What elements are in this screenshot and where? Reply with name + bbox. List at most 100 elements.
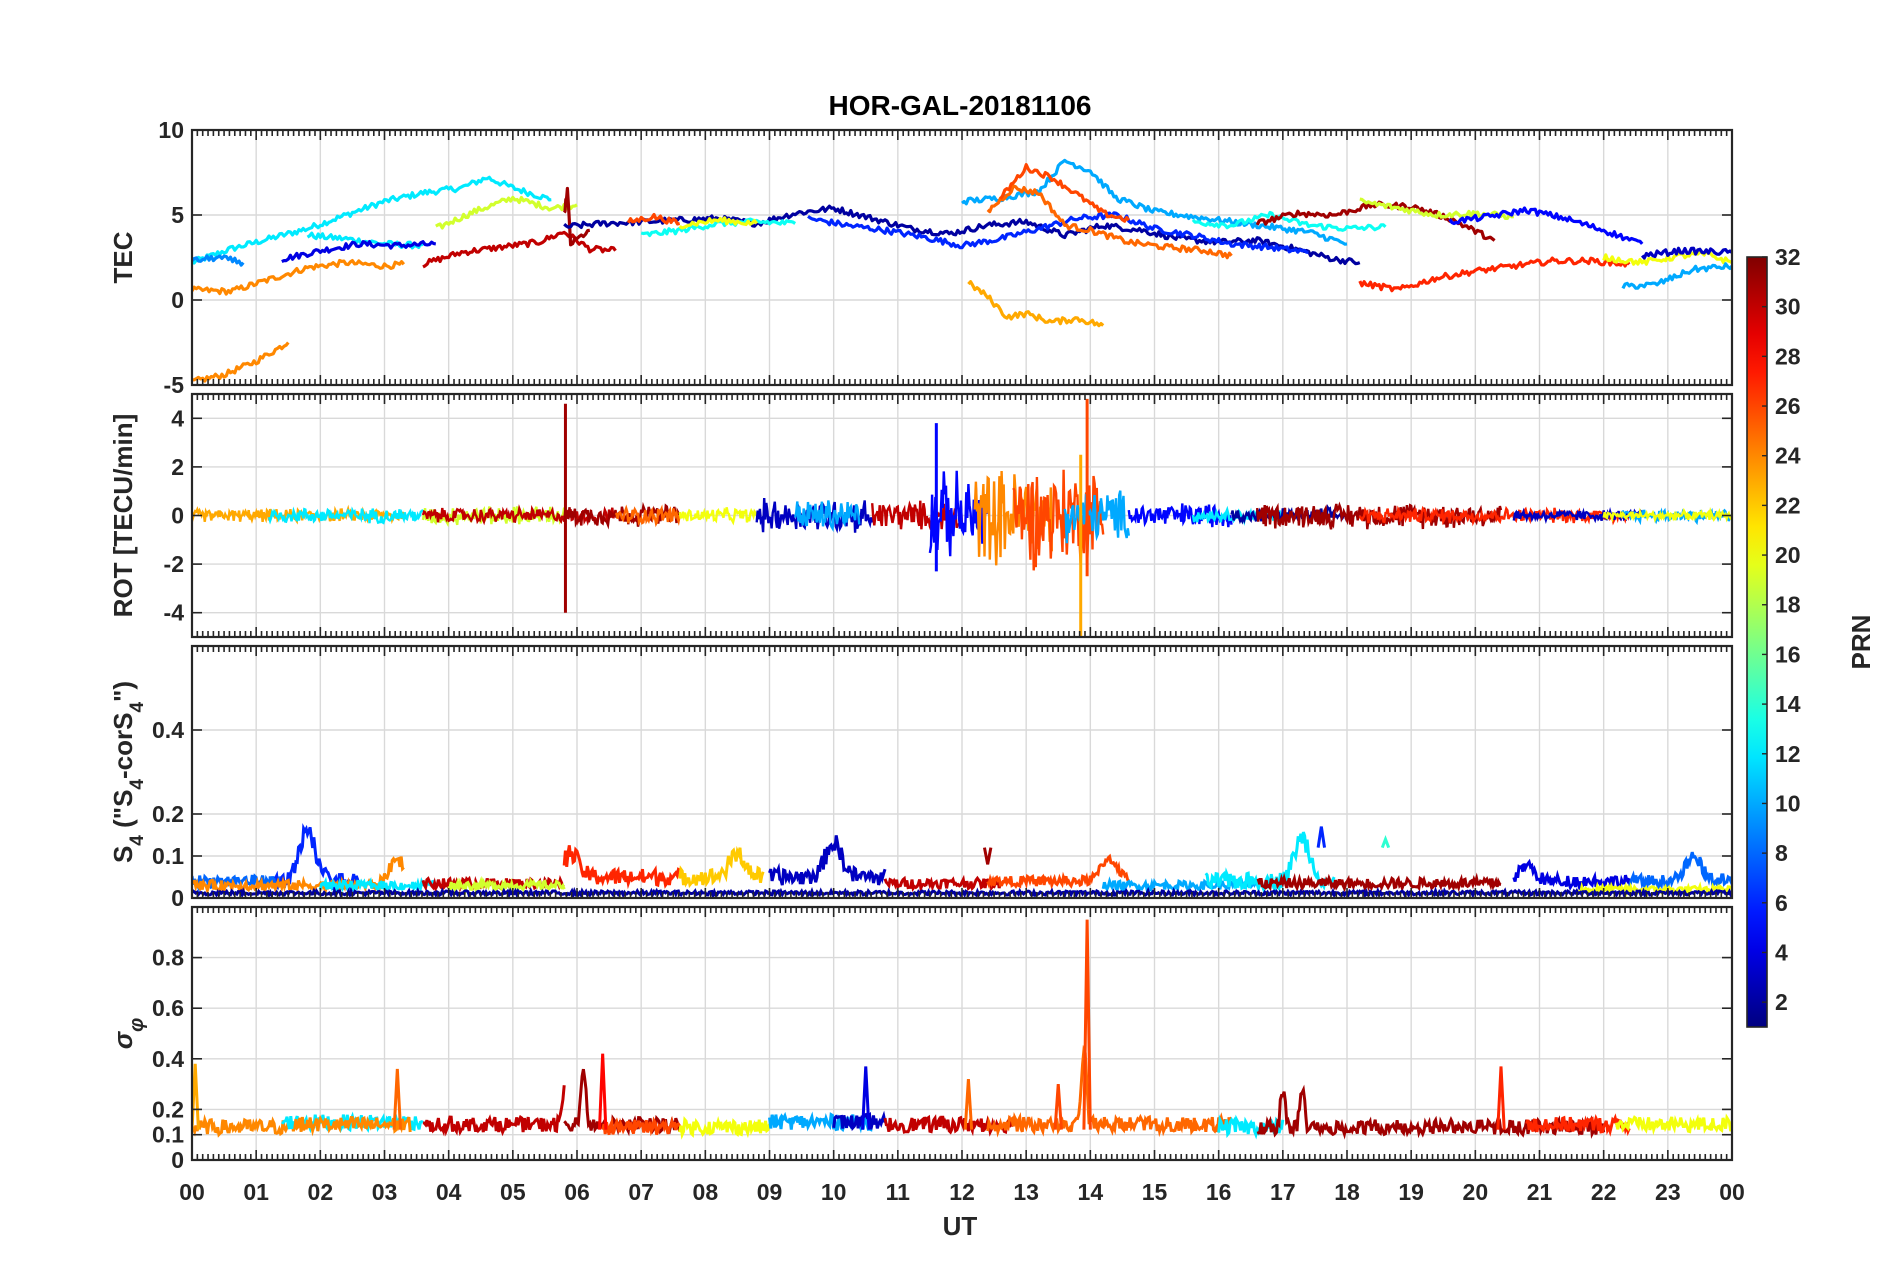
plot-tec [192, 158, 1732, 383]
y-tick-label: 0 [171, 1147, 184, 1173]
x-tick-label: 15 [1142, 1179, 1168, 1205]
colorbar-tick-label: 28 [1775, 343, 1801, 369]
colorbar-label: PRN [1846, 615, 1876, 670]
plot-rot [192, 398, 1732, 637]
sigma_phi-series-prn-24 [192, 1113, 297, 1138]
sigma_phi-peak-prn-27 [1496, 1066, 1506, 1130]
x-tick-label: 22 [1591, 1179, 1617, 1205]
rot-series-prn-20 [1602, 506, 1732, 524]
x-tick-label: 01 [243, 1179, 269, 1205]
s4-series-prn-30 [883, 874, 1002, 894]
s4-peak-prn-14 [1380, 834, 1391, 849]
y-tick-label: 0.1 [152, 843, 184, 869]
colorbar-tick-label: 18 [1775, 592, 1801, 618]
tec-series-prn-19 [435, 195, 578, 230]
tec-series-prn-6 [807, 211, 1309, 254]
y-tick-label: 5 [171, 202, 184, 228]
y-tick-label: 0.8 [152, 945, 184, 971]
s4-series-prn-26 [986, 853, 1130, 891]
colorbar-tick-label: 10 [1775, 790, 1801, 816]
s4-series-prn-31 [1256, 872, 1502, 893]
x-tick-label: 06 [564, 1179, 590, 1205]
y-tick-label: 4 [171, 405, 184, 431]
tec-series-prn-20 [678, 216, 758, 230]
sigma_phi-peak-prn-25 [963, 1078, 974, 1130]
tec-series-prn-10 [1621, 262, 1732, 290]
rot-series-prn-10 [794, 500, 861, 533]
x-tick-label: 00 [179, 1179, 205, 1205]
y-axis-label-tec: TEC [108, 231, 138, 283]
y-ticks-rot: -4 -2 0 2 4 [164, 405, 1732, 626]
sigma_phi-series-prn-20 [1615, 1113, 1732, 1136]
x-tick-label: 05 [500, 1179, 526, 1205]
tec-series-prn-30 [422, 230, 617, 269]
x-tick-label: 02 [308, 1179, 334, 1205]
sigma_phi-series-prn-3 [832, 1110, 887, 1132]
sigma_phi-series-prn-30 [422, 1085, 566, 1137]
rot-series-prn-10 [1063, 490, 1130, 544]
tec-series-prn-31 [562, 186, 591, 247]
x-tick-label: 19 [1398, 1179, 1424, 1205]
tec-series-prn-24 [192, 258, 406, 296]
chart-title: HOR-GAL-20181106 [828, 90, 1091, 121]
x-ticks-s4 [191, 646, 1733, 898]
s4-peak-prn-6 [1316, 826, 1327, 848]
colorbar-tick-label: 22 [1775, 492, 1801, 518]
colorbar-tick-label: 16 [1775, 641, 1801, 667]
tec-series-prn-27 [1358, 256, 1631, 293]
x-tick-label: 07 [628, 1179, 654, 1205]
x-tick-label: 18 [1334, 1179, 1360, 1205]
y-tick-label: -5 [164, 372, 185, 398]
panel-s4: 0 0.1 0.2 0.4S4 ("S4-corS4") [108, 644, 1734, 911]
rot-series-prn-5 [1127, 503, 1233, 528]
sigma_phi-peak-prn-26 [1082, 919, 1092, 1130]
tec-series-prn-9 [192, 254, 245, 267]
y-ticks-tec: -5 0 5 10 [158, 117, 1732, 398]
s4-series-prn-19 [447, 875, 566, 896]
x-tick-label: 03 [372, 1179, 398, 1205]
rot-series-prn-12 [267, 506, 424, 525]
s4-series-prn-8 [1627, 851, 1732, 893]
x-tick-label: 11 [886, 1179, 911, 1205]
x-tick-label: 23 [1655, 1179, 1681, 1205]
rot-series-prn-20 [678, 507, 758, 526]
s4-series-prn-12 [318, 876, 437, 894]
y-axis-label-sigma_phi: σφ [108, 1018, 148, 1049]
s4-series-prn-3 [768, 835, 887, 886]
x-tick-label: 17 [1270, 1179, 1296, 1205]
tec-series-prn-25 [986, 184, 1233, 260]
y-tick-label: 0.1 [152, 1122, 184, 1148]
colorbar-tick-label: 12 [1775, 741, 1801, 767]
rot-series-prn-3 [1512, 507, 1644, 525]
panel-tec: -5 0 5 10 TEC [108, 117, 1734, 398]
sigma_phi-peak-prn-28 [597, 1053, 608, 1130]
tec-series-prn-3 [1640, 246, 1732, 260]
x-axis-label: UT [943, 1211, 978, 1241]
rot-series-prn-2 [1230, 504, 1349, 526]
sigma_phi-peak-prn-25 [392, 1068, 403, 1130]
y-axis-label-s4: S4 ("S4-corS4") [108, 681, 148, 863]
colorbar-tick-label: 32 [1775, 244, 1801, 270]
x-tick-label: 13 [1013, 1179, 1039, 1205]
y-ticks-sigma_phi: 00.10.2 0.4 0.6 0.8 [152, 945, 1732, 1173]
sigma_phi-peak-prn-4 [861, 1066, 871, 1130]
x-tick-label: 08 [693, 1179, 719, 1205]
s4-peak-prn-31 [982, 847, 993, 865]
grid-s4 [192, 646, 1732, 898]
sigma_phi-series-prn-12 [1217, 1114, 1285, 1140]
s4-series-prn-27 [562, 845, 681, 890]
y-tick-label: 0.4 [152, 717, 184, 743]
colorbar-tick-label: 24 [1775, 443, 1801, 469]
s4-series-prn-10 [1101, 876, 1258, 894]
y-tick-label: 0 [171, 287, 184, 313]
y-tick-label: 10 [158, 117, 184, 143]
x-tick-label: 16 [1206, 1179, 1232, 1205]
sigma_phi-series-prn-26 [601, 1115, 681, 1137]
tec-series-prn-5 [1448, 206, 1644, 245]
colorbar-tick-label: 6 [1775, 890, 1788, 916]
colorbar-tick-label: 8 [1775, 840, 1788, 866]
sigma_phi-series-prn-25 [986, 1044, 1233, 1138]
rot-series-prn-30 [421, 504, 617, 527]
